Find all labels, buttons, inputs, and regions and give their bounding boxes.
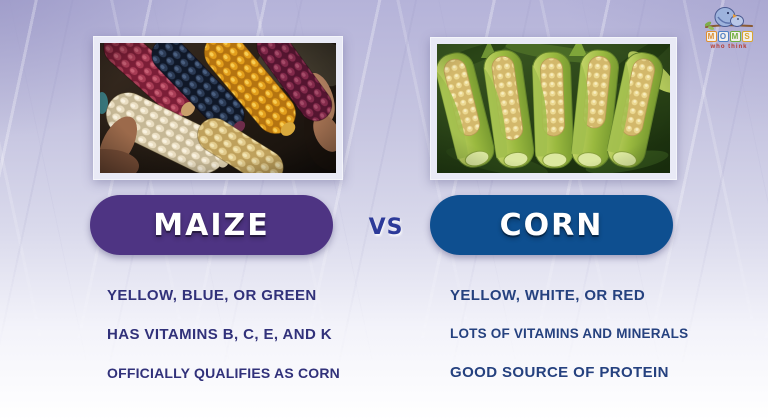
corn-photo bbox=[437, 44, 670, 173]
vs-label: VS bbox=[368, 215, 404, 240]
maize-fact-classification: OFFICIALLY QUALIFIES AS CORN bbox=[107, 365, 340, 381]
maize-fact-colors: YELLOW, BLUE, OR GREEN bbox=[107, 287, 317, 304]
corn-pill: CORN bbox=[430, 195, 673, 255]
maize-fact-list: YELLOW, BLUE, OR GREEN HAS VITAMINS B, C… bbox=[107, 288, 340, 380]
corn-fact-list: YELLOW, WHITE, OR RED LOTS OF VITAMINS A… bbox=[450, 288, 688, 380]
brand-wordmark: M O M S bbox=[705, 31, 753, 42]
maize-photo bbox=[100, 43, 336, 173]
birds-on-branch-icon bbox=[704, 7, 753, 30]
brand-letter-block: O bbox=[717, 31, 729, 42]
maize-fact-vitamins: HAS VITAMINS B, C, E, AND K bbox=[107, 326, 332, 343]
corn-fact-vitamins: LOTS OF VITAMINS AND MINERALS bbox=[450, 326, 689, 341]
brand-letter-block: M bbox=[705, 31, 717, 42]
corn-fact-colors: YELLOW, WHITE, OR RED bbox=[450, 287, 646, 304]
brand-letter-block: S bbox=[741, 31, 753, 42]
maize-photo-frame bbox=[93, 36, 343, 180]
brand-tagline: who think bbox=[710, 44, 748, 50]
corn-fact-protein: GOOD SOURCE OF PROTEIN bbox=[450, 363, 669, 381]
brand-letter-block: M bbox=[729, 31, 741, 42]
corn-pill-label: CORN bbox=[499, 207, 604, 243]
maize-pill: MAIZE bbox=[90, 195, 333, 255]
brand-logo: M O M S who think bbox=[696, 4, 762, 50]
corn-photo-frame bbox=[430, 37, 677, 180]
maize-pill-label: MAIZE bbox=[153, 207, 270, 243]
